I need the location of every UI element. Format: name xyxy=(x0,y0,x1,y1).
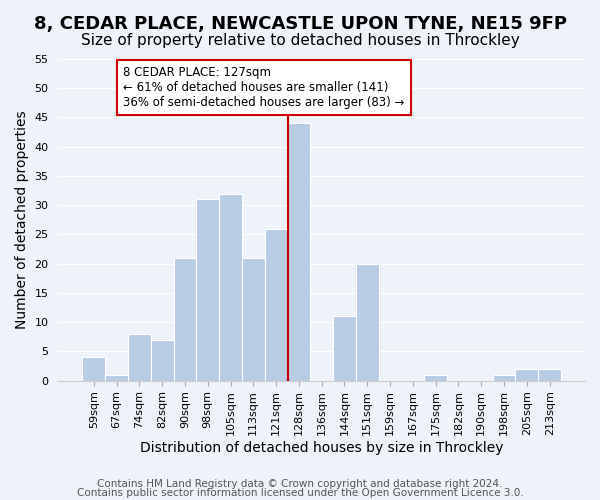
Y-axis label: Number of detached properties: Number of detached properties xyxy=(15,110,29,329)
Bar xyxy=(173,258,196,380)
Bar xyxy=(538,369,561,380)
Bar xyxy=(287,124,310,380)
Text: Contains public sector information licensed under the Open Government Licence 3.: Contains public sector information licen… xyxy=(77,488,523,498)
Bar xyxy=(128,334,151,380)
Bar xyxy=(333,316,356,380)
Text: Contains HM Land Registry data © Crown copyright and database right 2024.: Contains HM Land Registry data © Crown c… xyxy=(97,479,503,489)
Bar xyxy=(219,194,242,380)
Text: Size of property relative to detached houses in Throckley: Size of property relative to detached ho… xyxy=(80,32,520,48)
Bar xyxy=(424,375,447,380)
Bar xyxy=(196,200,219,380)
Text: 8 CEDAR PLACE: 127sqm
← 61% of detached houses are smaller (141)
36% of semi-det: 8 CEDAR PLACE: 127sqm ← 61% of detached … xyxy=(124,66,405,109)
Bar xyxy=(242,258,265,380)
Bar xyxy=(493,375,515,380)
Bar xyxy=(265,228,287,380)
Bar xyxy=(82,358,105,380)
Bar xyxy=(356,264,379,380)
Bar xyxy=(515,369,538,380)
Bar xyxy=(105,375,128,380)
Text: 8, CEDAR PLACE, NEWCASTLE UPON TYNE, NE15 9FP: 8, CEDAR PLACE, NEWCASTLE UPON TYNE, NE1… xyxy=(34,15,566,33)
X-axis label: Distribution of detached houses by size in Throckley: Distribution of detached houses by size … xyxy=(140,441,503,455)
Bar xyxy=(151,340,173,380)
